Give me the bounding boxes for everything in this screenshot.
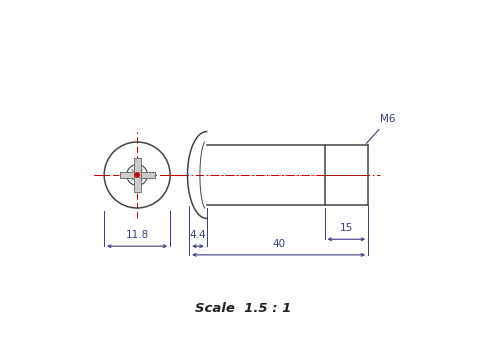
Polygon shape [134, 175, 140, 192]
Polygon shape [134, 158, 140, 192]
Polygon shape [137, 172, 154, 178]
Text: 4.4: 4.4 [190, 230, 206, 240]
Text: 15: 15 [340, 223, 353, 233]
Text: 40: 40 [272, 239, 285, 248]
Text: M6: M6 [366, 114, 396, 144]
Text: 11.8: 11.8 [126, 230, 149, 240]
Polygon shape [134, 158, 140, 175]
Text: Scale  1.5 : 1: Scale 1.5 : 1 [195, 302, 291, 315]
Polygon shape [120, 172, 137, 178]
Polygon shape [120, 172, 154, 178]
Circle shape [135, 173, 139, 177]
